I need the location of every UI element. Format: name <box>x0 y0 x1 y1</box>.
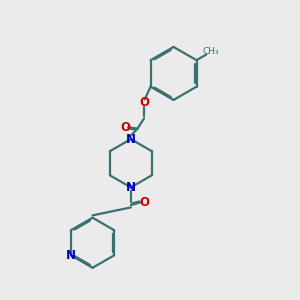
Text: CH₃: CH₃ <box>202 47 219 56</box>
Text: N: N <box>126 133 136 146</box>
Text: N: N <box>66 249 76 262</box>
Text: N: N <box>126 181 136 194</box>
Text: O: O <box>139 96 149 110</box>
Text: O: O <box>139 196 149 208</box>
Text: O: O <box>120 121 130 134</box>
